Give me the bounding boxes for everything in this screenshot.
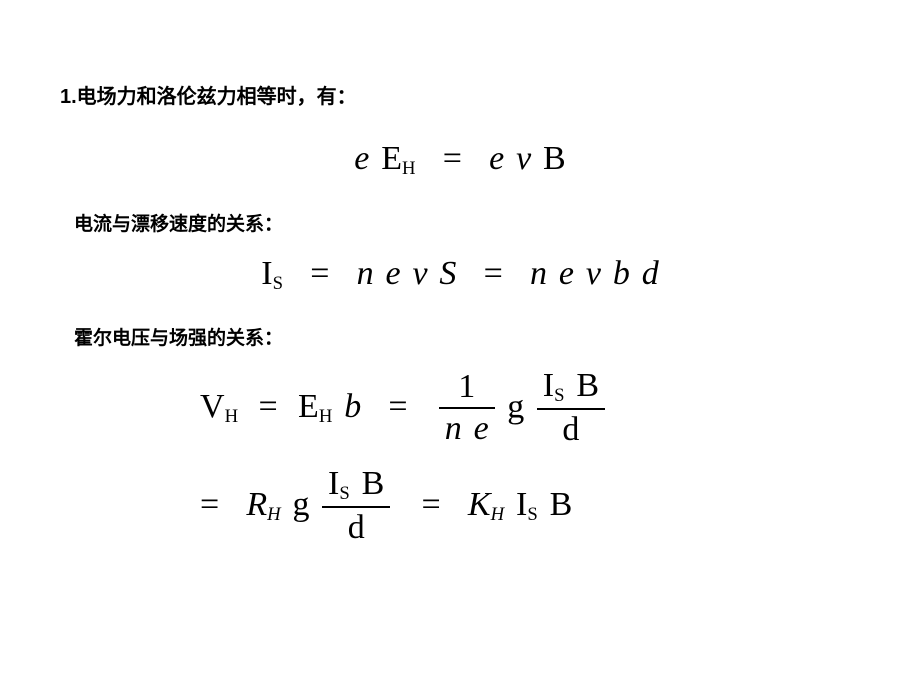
op-eq: = bbox=[388, 388, 407, 425]
var-v: v bbox=[516, 140, 531, 177]
heading-1: 1.电场力和洛伦兹力相等时，有： bbox=[60, 80, 860, 109]
var-e: e bbox=[559, 255, 574, 292]
heading-2: 电流与漂移速度的关系： bbox=[74, 209, 860, 236]
var-e: e bbox=[385, 255, 400, 292]
sub-S: S bbox=[527, 504, 537, 525]
var-R: R bbox=[246, 486, 267, 523]
var-I: I bbox=[328, 465, 339, 502]
var-I: I bbox=[261, 255, 272, 292]
sub-H: H bbox=[402, 158, 416, 179]
equation-4: = RHg ISB d = KHISB bbox=[200, 466, 860, 546]
sub-S: S bbox=[273, 273, 283, 294]
fraction-IsB-over-d: ISB d bbox=[537, 368, 605, 448]
equation-1: eEH = evB bbox=[60, 139, 860, 181]
var-e: e bbox=[474, 410, 489, 447]
var-d: d bbox=[348, 509, 365, 546]
var-v: v bbox=[412, 255, 427, 292]
var-I: I bbox=[516, 486, 527, 523]
sub-H: H bbox=[491, 504, 505, 525]
equation-3: VH = EHb = 1 ne g ISB d bbox=[200, 368, 860, 448]
sub-H: H bbox=[319, 407, 333, 428]
var-E: E bbox=[381, 140, 402, 177]
sub-S: S bbox=[554, 386, 564, 407]
sub-H: H bbox=[225, 407, 239, 428]
var-S: S bbox=[439, 255, 456, 292]
var-g: g bbox=[507, 389, 524, 426]
var-b: b bbox=[613, 255, 630, 292]
var-B: B bbox=[362, 465, 385, 502]
var-v: v bbox=[586, 255, 601, 292]
var-g: g bbox=[293, 486, 310, 523]
op-eq: = bbox=[443, 140, 462, 177]
heading-3: 霍尔电压与场强的关系： bbox=[74, 323, 860, 350]
var-n: n bbox=[357, 255, 374, 292]
var-n: n bbox=[445, 410, 462, 447]
var-b: b bbox=[344, 388, 361, 425]
op-eq: = bbox=[258, 388, 277, 425]
op-eq: = bbox=[484, 255, 503, 292]
num-1: 1 bbox=[458, 368, 475, 405]
var-B: B bbox=[576, 367, 599, 404]
fraction-1-over-ne: 1 ne bbox=[439, 369, 495, 446]
sub-H: H bbox=[267, 504, 281, 525]
equation-2: IS = nevS = nevbd bbox=[60, 254, 860, 296]
var-n: n bbox=[530, 255, 547, 292]
var-B: B bbox=[550, 486, 573, 523]
var-I: I bbox=[543, 367, 554, 404]
sub-S: S bbox=[339, 483, 349, 504]
var-E: E bbox=[298, 388, 319, 425]
op-eq: = bbox=[422, 486, 441, 523]
var-e2: e bbox=[489, 140, 504, 177]
var-d: d bbox=[642, 255, 659, 292]
op-eq: = bbox=[310, 255, 329, 292]
var-B: B bbox=[543, 140, 566, 177]
var-K: K bbox=[468, 486, 491, 523]
var-e: e bbox=[354, 140, 369, 177]
var-d: d bbox=[562, 411, 579, 448]
var-V: V bbox=[200, 388, 225, 425]
slide: 1.电场力和洛伦兹力相等时，有： eEH = evB 电流与漂移速度的关系： I… bbox=[0, 0, 920, 690]
op-eq: = bbox=[200, 486, 219, 523]
fraction-IsB-over-d: ISB d bbox=[322, 466, 390, 546]
